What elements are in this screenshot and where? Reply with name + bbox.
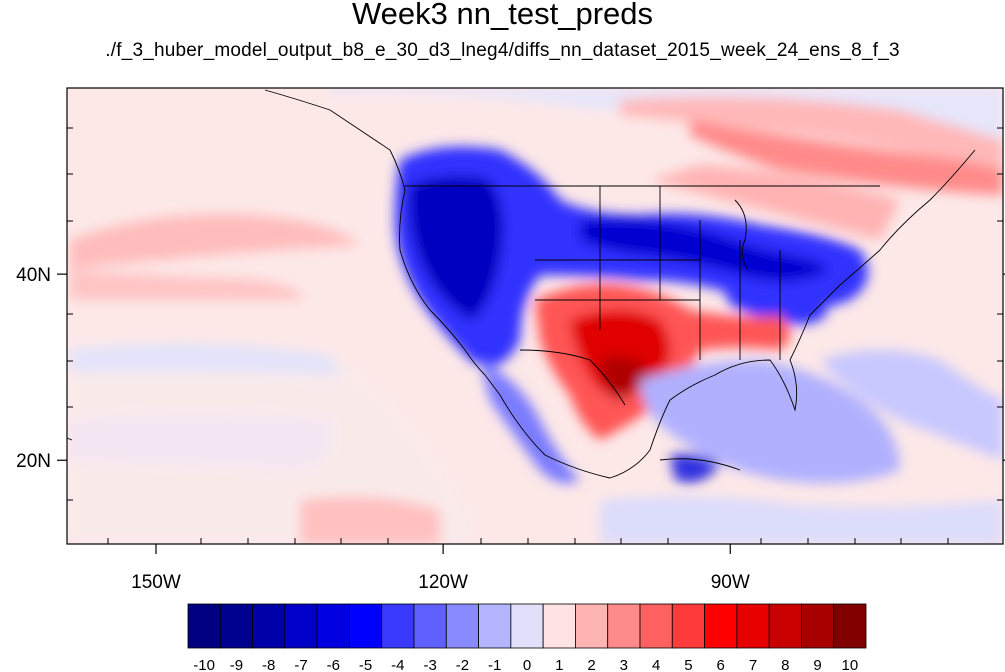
colorbar-swatch [671, 603, 705, 649]
colorbar-swatch [252, 603, 286, 649]
page-title: Week3 nn_test_preds [351, 0, 653, 31]
colorbar-swatch [575, 603, 609, 649]
colorbar-swatch [542, 603, 576, 649]
minor-ticks [67, 127, 1003, 544]
colorbar-label: -6 [327, 657, 340, 672]
colorbar-swatch [381, 603, 415, 649]
colorbar-swatch [510, 603, 544, 649]
colorbar-swatch [478, 603, 512, 649]
colorbar-swatch [187, 603, 221, 649]
lon-axis: 150W 120W 90W [131, 544, 750, 593]
map-frame [66, 87, 1004, 545]
colorbar-label: -2 [456, 657, 469, 672]
lon-tick-label: 90W [711, 572, 750, 593]
colorbar-swatch [445, 603, 479, 649]
colorbar-label: -4 [391, 657, 404, 672]
colorbar-label: 2 [587, 657, 595, 672]
colorbar-swatch [219, 603, 253, 649]
colorbar-label: -5 [359, 657, 372, 672]
colorbar-label: -7 [294, 657, 307, 672]
colorbar-label: 0 [523, 657, 531, 672]
colorbar-label: -8 [262, 657, 275, 672]
lat-tick-label: 40N [16, 265, 51, 286]
coastlines [67, 89, 976, 479]
colorbar-label: -3 [423, 657, 436, 672]
colorbar-label: 7 [749, 657, 757, 672]
colorbar-swatch [284, 603, 318, 649]
lat-axis: 20N 40N [16, 265, 1005, 472]
colorbar-label: 10 [842, 657, 859, 672]
colorbar-swatch [413, 603, 447, 649]
lon-tick-label: 120W [418, 572, 468, 593]
colorbar-label: 6 [717, 657, 725, 672]
colorbar-label: 8 [781, 657, 789, 672]
colorbar-swatch [833, 603, 867, 649]
colorbar-label: 5 [684, 657, 692, 672]
colorbar-swatch [607, 603, 641, 649]
colorbar-label: 3 [620, 657, 628, 672]
lon-tick-label: 150W [131, 572, 181, 593]
colorbar-swatch [736, 603, 770, 649]
colorbar-label: -9 [230, 657, 243, 672]
colorbar-label: 4 [652, 657, 660, 672]
lat-tick-label: 20N [16, 451, 51, 472]
map-field [67, 88, 1003, 544]
colorbar-swatch [639, 603, 673, 649]
colorbar-swatch [768, 603, 802, 649]
colorbar-label: -1 [488, 657, 501, 672]
colorbar-swatch [801, 603, 835, 649]
colorbar: -10 -9 -8 -7 -6 -5 -4 -3 -2 -1 0 1 2 3 4 5 6 7 8 9 10 [187, 603, 867, 672]
page-subtitle: ./f_3_huber_model_output_b8_e_30_d3_lneg… [105, 40, 900, 61]
colorbar-label: 1 [555, 657, 563, 672]
colorbar-swatch [349, 603, 383, 649]
colorbar-label: -10 [193, 657, 215, 672]
colorbar-swatch [704, 603, 738, 649]
colorbar-swatch [316, 603, 350, 649]
colorbar-label: 9 [813, 657, 821, 672]
